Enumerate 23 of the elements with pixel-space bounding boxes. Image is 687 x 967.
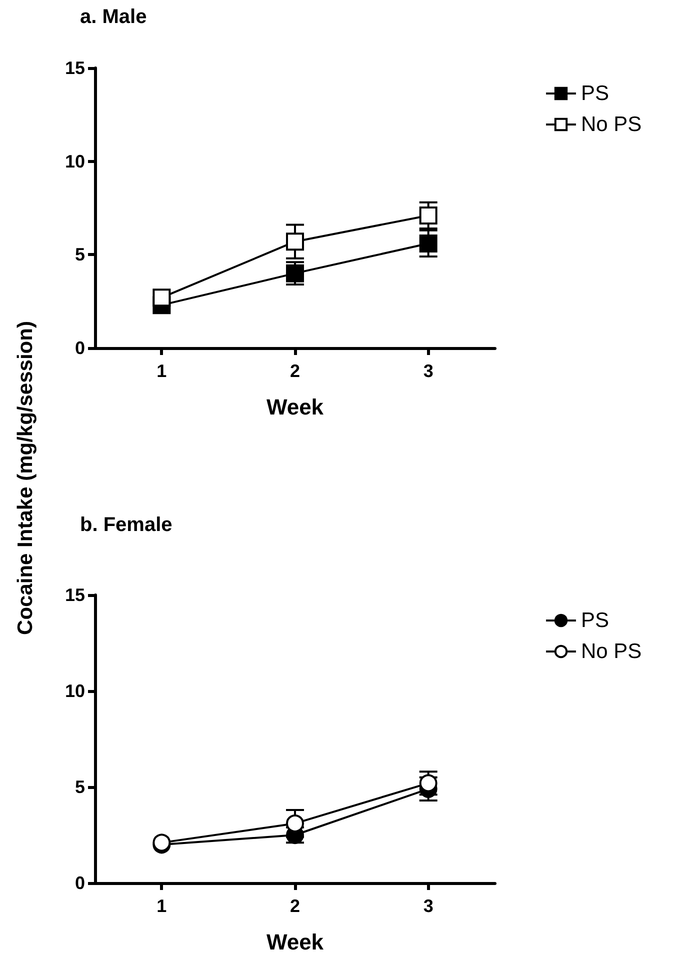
x-tick-label: 1 (156, 361, 167, 381)
x-tick-label: 1 (156, 896, 167, 916)
y-tick-label: 5 (74, 244, 85, 265)
legend-label: PS (581, 82, 610, 105)
x-axis-title: Week (266, 394, 324, 420)
x-tick-label: 2 (290, 896, 300, 916)
x-tick-label: 2 (290, 361, 300, 381)
y-tick-label: 5 (74, 777, 85, 797)
x-tick-label: 3 (423, 896, 434, 916)
y-tick-label: 15 (64, 58, 85, 78)
legend-label: No PS (581, 640, 642, 663)
y-tick-label: 10 (64, 681, 85, 701)
chart-title: a. Male (80, 6, 147, 28)
y-tick-label: 10 (64, 151, 85, 172)
x-axis-title: Week (266, 930, 324, 954)
legend-label: No PS (581, 113, 642, 136)
y-tick-label: 0 (74, 873, 85, 893)
y-axis-title: Cocaine Intake (mg/kg/session) (14, 321, 38, 635)
y-tick-label: 0 (74, 338, 85, 358)
chart-title: b. Female (80, 514, 172, 536)
y-tick-label: 15 (64, 585, 85, 605)
x-tick-label: 3 (423, 361, 434, 381)
legend-label: PS (581, 609, 610, 632)
